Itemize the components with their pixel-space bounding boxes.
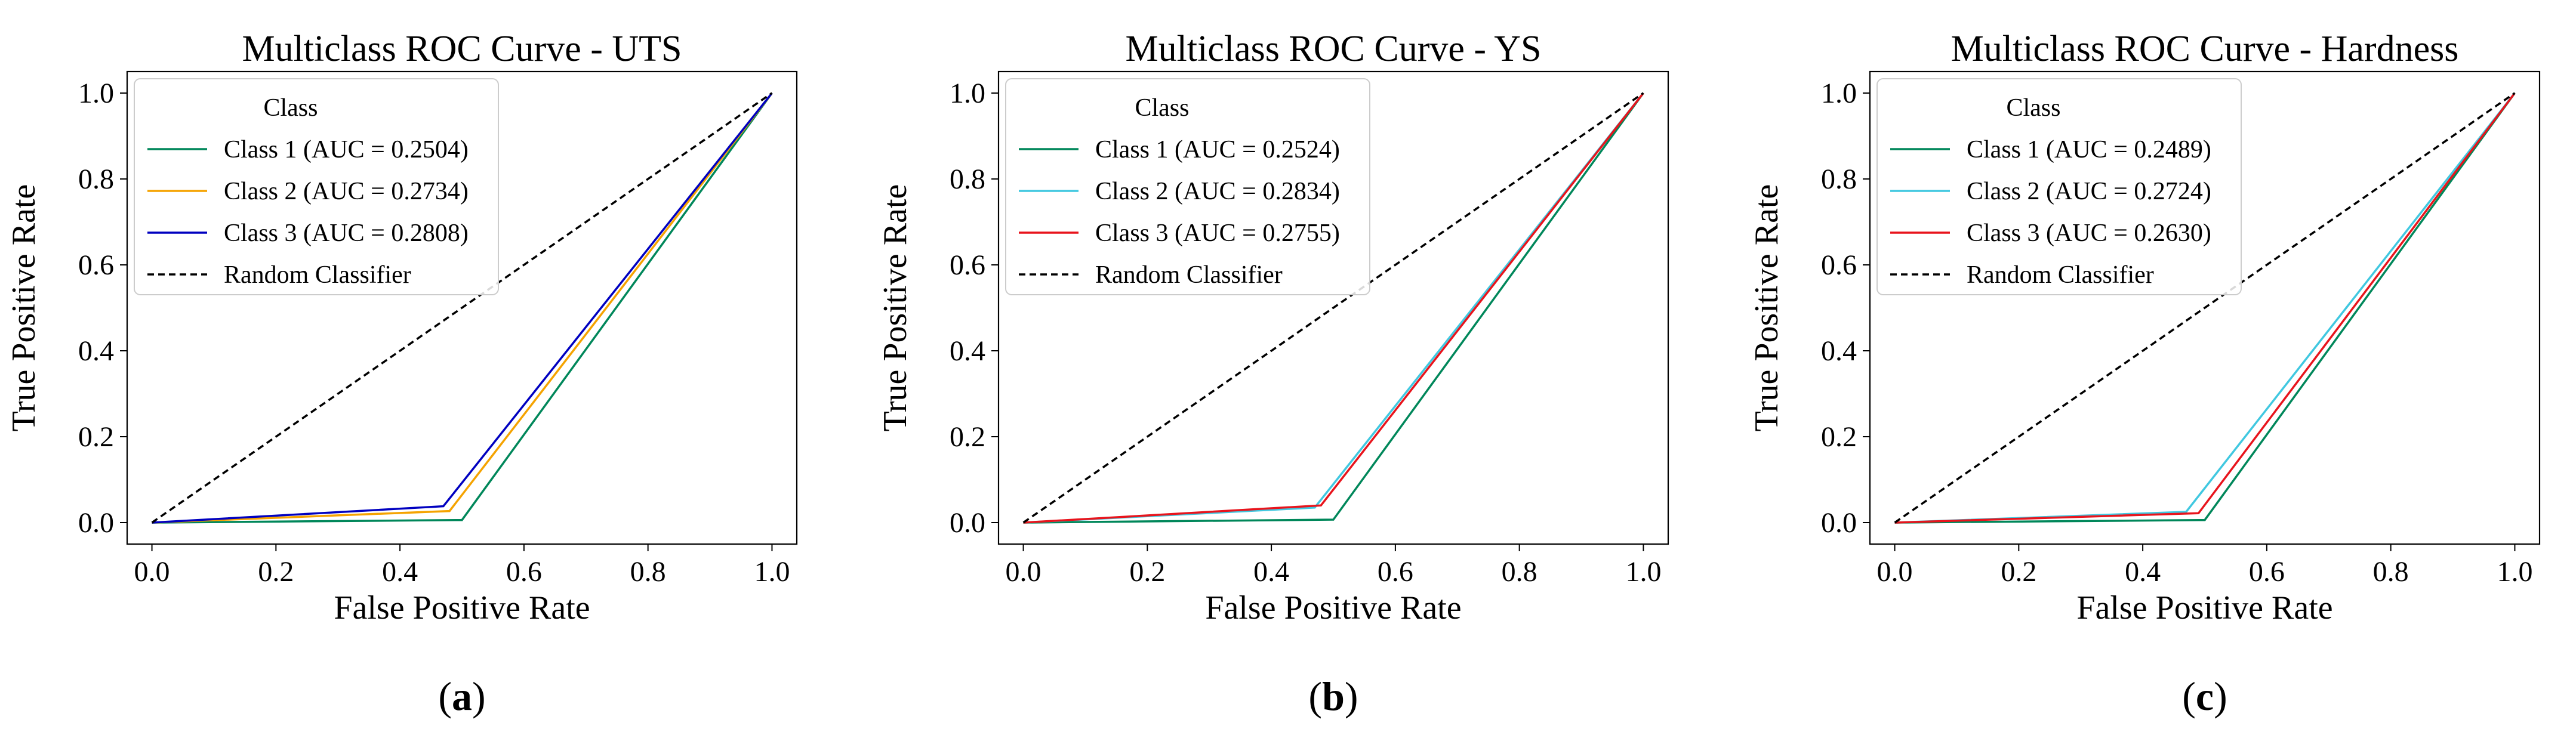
roc-line-class-1 <box>1023 92 1644 524</box>
x-tick-label: 0.2 <box>258 556 294 588</box>
x-tick-label: 0.2 <box>2001 556 2036 588</box>
legend-title: Class <box>263 94 318 122</box>
y-tick-label: 0.0 <box>1821 507 1857 539</box>
legend: Class Class 1 (AUC = 0.2489) Class 2 (AUC … <box>1876 78 2242 295</box>
x-tick-label: 0.2 <box>1129 556 1165 588</box>
y-tick-label: 0.4 <box>1821 335 1857 367</box>
plot-frame <box>997 70 1669 545</box>
panel-label-open: ( <box>2182 674 2196 719</box>
x-tick-label: 0.6 <box>506 556 542 588</box>
y-tick-label: 0.8 <box>1821 163 1857 195</box>
y-tick-label: 0.6 <box>78 249 114 281</box>
legend-entry: Class 3 (AUC = 0.2630) <box>1967 220 2211 247</box>
x-tick-label: 0.4 <box>1253 556 1289 588</box>
x-tick-label: 0.0 <box>1006 556 1042 588</box>
legend-box <box>1005 78 1370 295</box>
legend-entry: Class 1 (AUC = 0.2489) <box>1967 136 2211 163</box>
x-tick-label: 0.6 <box>2249 556 2285 588</box>
x-axis-label: False Positive Rate <box>1205 589 1461 626</box>
legend-entry: Class 1 (AUC = 0.2524) <box>1095 136 1340 163</box>
panel-label-close: ) <box>1345 674 1358 719</box>
y-tick-label: 0.4 <box>78 335 114 367</box>
chart-title: Multiclass ROC Curve - Hardness <box>1951 29 2459 69</box>
legend-entry: Class 2 (AUC = 0.2724) <box>1967 178 2211 205</box>
y-tick-label: 0.2 <box>1821 421 1857 453</box>
y-tick-label: 0.0 <box>78 507 114 539</box>
x-tick-label: 0.8 <box>630 556 666 588</box>
chart-panel-3: 0.0 0.2 0.4 0.6 0.8 1.0 0.0 0.2 0.4 0.6 0.8 1.0 Mult… <box>1748 29 2541 719</box>
legend: Class Class 1 (AUC = 0.2504) Class 2 (AUC … <box>134 78 499 295</box>
panel-label-letter: c <box>2196 674 2214 719</box>
y-tick-label: 0.8 <box>950 163 985 195</box>
x-tick-label: 0.6 <box>1378 556 1413 588</box>
legend-title: Class <box>2006 94 2060 122</box>
x-tick-label: 0.4 <box>2125 556 2161 588</box>
panel-label-letter: a <box>452 674 472 719</box>
panel-label-close: ) <box>472 674 486 719</box>
panel-label-open: ( <box>1308 674 1322 719</box>
x-tick-label: 1.0 <box>1625 556 1661 588</box>
legend: Class Class 1 (AUC = 0.2524) Class 2 (AUC … <box>1005 78 1370 295</box>
legend-box <box>134 78 499 295</box>
legend-entry: Class 1 (AUC = 0.2504) <box>224 136 469 163</box>
y-tick-label: 1.0 <box>1821 78 1857 109</box>
legend-entry: Class 3 (AUC = 0.2808) <box>224 220 469 247</box>
x-tick-label: 1.0 <box>2497 556 2532 588</box>
y-tick-label: 1.0 <box>78 78 114 109</box>
x-axis-label: False Positive Rate <box>2076 589 2332 626</box>
roc-line-class-2 <box>152 92 773 524</box>
legend-entry: Class 2 (AUC = 0.2834) <box>1095 178 1340 205</box>
y-tick-label: 0.2 <box>78 421 114 453</box>
legend-entry: Random Classifier <box>224 261 411 289</box>
random-classifier-line <box>1022 92 1644 524</box>
chart-panel-2: 0.0 0.2 0.4 0.6 0.8 1.0 0.0 0.2 0.4 0.6 0.8 1.0 Mult… <box>877 29 1669 719</box>
x-tick-label: 0.0 <box>134 556 170 588</box>
chart-title: Multiclass ROC Curve - UTS <box>242 29 682 69</box>
y-tick-label: 0.0 <box>950 507 985 539</box>
x-tick-label: 1.0 <box>754 556 790 588</box>
panel-label: (c) <box>2182 674 2227 719</box>
plot-frame <box>126 70 798 545</box>
roc-line-class-1 <box>152 92 773 524</box>
legend-title: Class <box>1135 94 1189 122</box>
legend-entry: Random Classifier <box>1967 261 2154 289</box>
y-axis-label: True Positive Rate <box>877 184 914 432</box>
random-classifier-line <box>1894 92 2516 524</box>
x-axis-label: False Positive Rate <box>334 589 590 626</box>
roc-line-class-3 <box>152 92 773 524</box>
roc-line-class-1 <box>1894 92 2516 524</box>
roc-line-class-3 <box>1023 92 1644 524</box>
legend-entry: Random Classifier <box>1095 261 1283 289</box>
roc-line-class-3 <box>1894 92 2516 524</box>
y-axis-label: True Positive Rate <box>1748 184 1785 432</box>
y-tick-label: 0.8 <box>78 163 114 195</box>
y-tick-label: 0.4 <box>950 335 985 367</box>
y-tick-label: 0.6 <box>950 249 985 281</box>
x-tick-label: 0.8 <box>1502 556 1537 588</box>
y-tick-label: 1.0 <box>950 78 985 109</box>
panel-label-letter: b <box>1322 674 1345 719</box>
panel-label: (b) <box>1308 674 1358 719</box>
y-tick-label: 0.6 <box>1821 249 1857 281</box>
panel-label-open: ( <box>438 674 452 719</box>
chart-title: Multiclass ROC Curve - YS <box>1126 29 1542 69</box>
panel-label: (a) <box>438 674 485 719</box>
y-axis-label: True Positive Rate <box>5 184 42 432</box>
legend-box <box>1876 78 2242 295</box>
x-tick-label: 0.8 <box>2373 556 2409 588</box>
panel-label-close: ) <box>2214 674 2227 719</box>
chart-panel-1: 0.0 0.2 0.4 0.6 0.8 1.0 0.0 0.2 0.4 0.6 0.8 1.0 Mult… <box>5 29 798 719</box>
x-tick-label: 0.0 <box>1877 556 1913 588</box>
legend-entry: Class 2 (AUC = 0.2734) <box>224 178 469 205</box>
x-tick-label: 0.4 <box>382 556 418 588</box>
plot-frame <box>1869 70 2541 545</box>
y-tick-label: 0.2 <box>950 421 985 453</box>
random-classifier-line <box>151 92 773 524</box>
legend-entry: Class 3 (AUC = 0.2755) <box>1095 220 1340 247</box>
